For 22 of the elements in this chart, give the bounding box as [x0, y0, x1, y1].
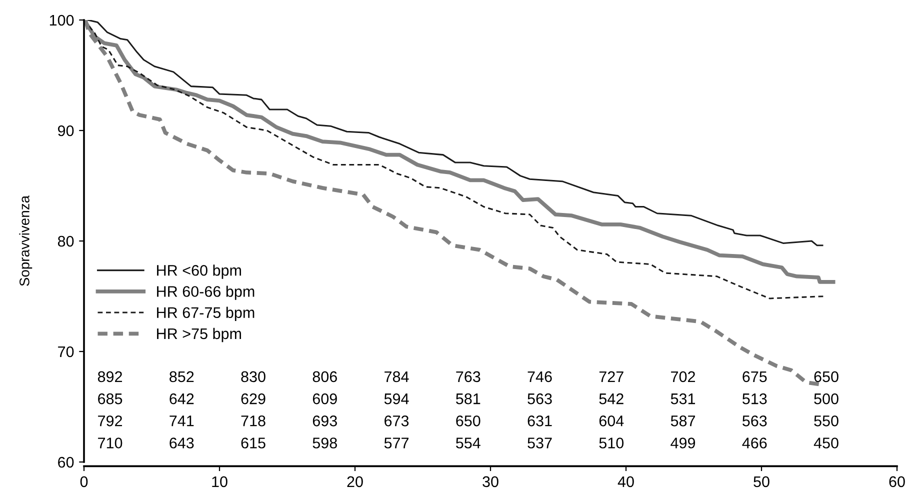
x-tick-label: 30	[482, 476, 498, 488]
x-tick-label: 10	[212, 476, 228, 488]
legend-label: HR 67-75 bpm	[157, 306, 254, 322]
y-tick-label: 70	[58, 346, 74, 358]
y-tick-label: 90	[58, 125, 74, 136]
text: 892 852 830 806 784 763 746 727 702 675 650	[98, 371, 838, 382]
y-tick-label: 100	[50, 14, 74, 26]
legend-label: HR <60 bpm	[157, 264, 241, 279]
legend-label: HR 60-66 bpm	[157, 286, 254, 300]
legend-label: HR >75 bpm	[157, 328, 241, 342]
x-tick-label: 40	[618, 476, 634, 488]
x-tick-label: 50	[754, 476, 770, 488]
x-tick-label: 0	[80, 476, 88, 488]
x-tick-label: 20	[347, 476, 363, 488]
x-tick-label: 60	[889, 476, 905, 488]
y-axis-title: Sopravvivenza	[19, 195, 32, 286]
y-tick-label: 80	[58, 236, 74, 247]
line-series	[87, 20, 824, 246]
text: 685 642 629 609 594 581 563 542 531 513 500	[98, 393, 838, 404]
text: 710 643 615 598 577 554 537 510 499 466 450	[98, 438, 838, 448]
text: 792 741 718 693 673 650 631 604 587 563 550	[98, 416, 838, 426]
y-tick-label: 60	[58, 456, 74, 468]
